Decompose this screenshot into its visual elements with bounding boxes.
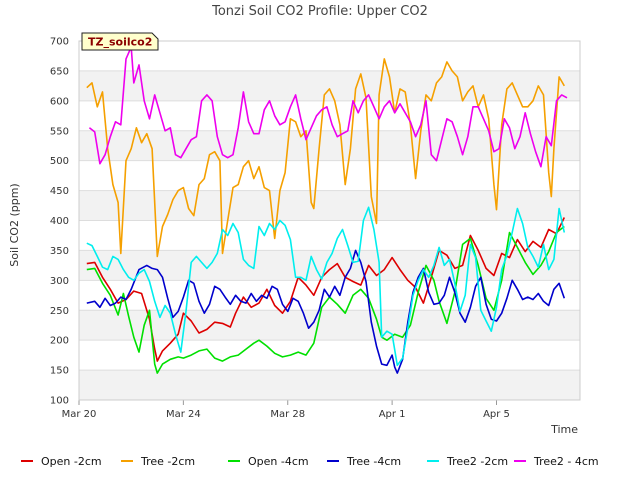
x-tick-label: Apr 1 bbox=[379, 409, 406, 420]
legend: Open -2cm Tree -2cm Open -4cm Tree -4cm Tree… bbox=[21, 455, 599, 468]
plot-band bbox=[79, 310, 580, 341]
x-tick-label: Mar 20 bbox=[62, 409, 97, 420]
y-tick-label: 100 bbox=[50, 396, 69, 407]
x-axis-title: Time bbox=[550, 423, 578, 436]
dataset-badge: TZ_soilco2 bbox=[81, 32, 159, 51]
y-tick-label: 150 bbox=[50, 366, 69, 377]
dataset-badge-label: TZ_soilco2 bbox=[88, 36, 152, 49]
legend-label: Open -4cm bbox=[248, 455, 309, 468]
y-tick-label: 450 bbox=[50, 186, 69, 197]
series-line-tree-4cm bbox=[86, 249, 566, 374]
plot-band bbox=[79, 370, 580, 400]
y-tick-label: 250 bbox=[50, 306, 69, 317]
series-line-open-2cm bbox=[86, 217, 566, 362]
series-line-tree2-2cm bbox=[86, 206, 566, 367]
series-line-tree2-4cm bbox=[88, 46, 568, 168]
series-lines bbox=[86, 46, 568, 374]
plot-background bbox=[79, 70, 580, 400]
y-tick-label: 200 bbox=[50, 336, 69, 347]
plot-band bbox=[79, 250, 580, 281]
legend-label: Tree -4cm bbox=[346, 455, 401, 468]
y-tick-label: 600 bbox=[50, 96, 69, 107]
y-tick-label: 350 bbox=[50, 246, 69, 257]
y-tick-label: 500 bbox=[50, 156, 69, 167]
x-tick-label: Mar 28 bbox=[270, 409, 305, 420]
series-line-tree-2cm bbox=[86, 58, 565, 258]
y-tick-label: 550 bbox=[50, 126, 69, 137]
legend-label: Open -2cm bbox=[41, 455, 102, 468]
x-tick-label: Mar 24 bbox=[166, 409, 201, 420]
x-axis-ticks: Mar 20 Mar 24 Mar 28 Apr 1 Apr 5 bbox=[62, 400, 510, 420]
plot-band bbox=[79, 130, 580, 161]
legend-label: Tree2 -2cm bbox=[446, 455, 508, 468]
plot-frame bbox=[78, 40, 581, 401]
y-tick-label: 400 bbox=[50, 216, 69, 227]
y-axis-ticks: 100 150 200 250 300 350 400 450 500 550 600 650 700 bbox=[50, 37, 69, 407]
y-tick-label: 650 bbox=[50, 66, 69, 77]
plot-band bbox=[79, 70, 580, 101]
series-line-open-4cm bbox=[86, 225, 565, 374]
y-tick-label: 700 bbox=[50, 37, 69, 48]
x-tick-label: Apr 5 bbox=[483, 409, 510, 420]
chart-title: Tonzi Soil CO2 Profile: Upper CO2 bbox=[211, 4, 428, 19]
legend-label: Tree -2cm bbox=[140, 455, 195, 468]
y-tick-label: 300 bbox=[50, 276, 69, 287]
legend-label: Tree2 - 4cm bbox=[533, 455, 599, 468]
y-axis-title: Soil CO2 (ppm) bbox=[8, 183, 21, 266]
